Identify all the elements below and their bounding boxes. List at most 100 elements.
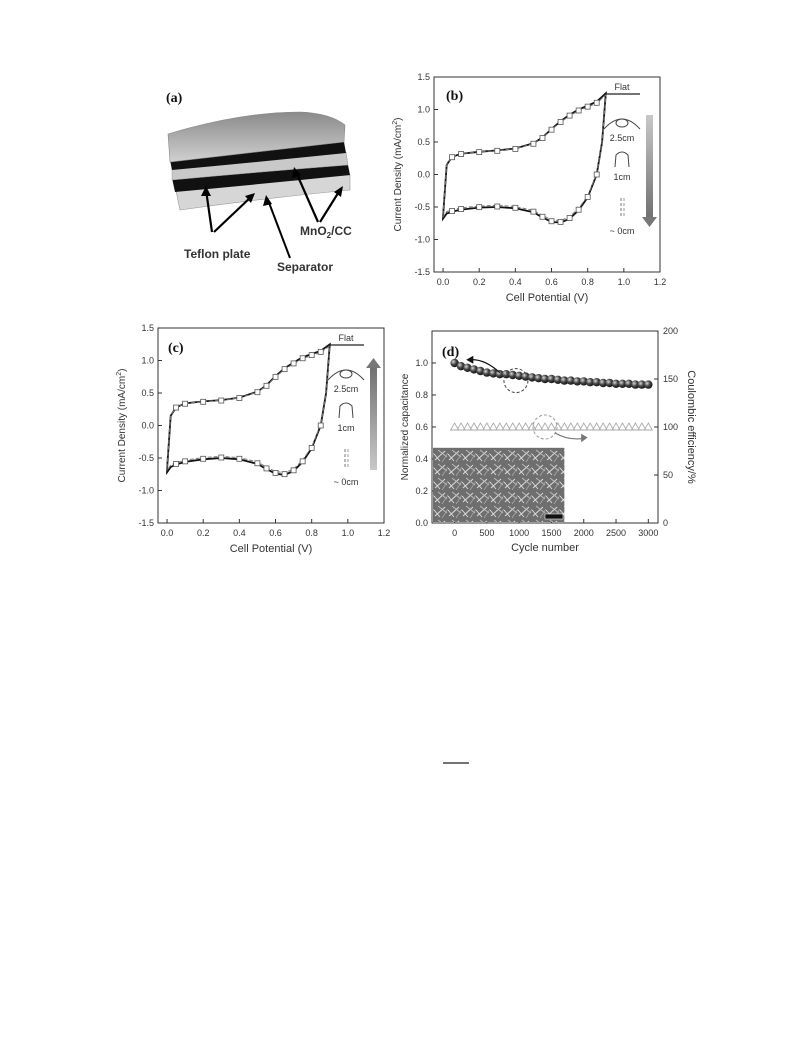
cv-marker [593, 99, 600, 106]
cv-curve-bent [442, 93, 607, 222]
legend-bend-1-shape [338, 402, 354, 419]
label-separator: Separator [277, 260, 333, 274]
coulombic-point [462, 422, 473, 431]
y-axis-label: Current Density (mA/cm2) [116, 369, 128, 483]
y2-tick-label: 150 [663, 374, 678, 384]
cv-marker [290, 467, 297, 474]
cv-marker [557, 218, 564, 225]
coulombic-point [475, 422, 486, 431]
coulombic-point [527, 422, 537, 431]
capacitance-point [450, 358, 459, 368]
cv-marker [593, 171, 600, 178]
legend-bend-1: 1cm [613, 172, 630, 182]
cv-marker [539, 135, 546, 141]
x-tick-label: 3000 [638, 528, 658, 538]
cv-marker [530, 208, 537, 215]
highlight-circle-coulombic [532, 414, 558, 440]
cv-marker [218, 454, 225, 461]
capacitance-point [553, 375, 563, 384]
coulombic-point [630, 422, 641, 431]
cv-marker [308, 352, 315, 358]
x-axis-label: Cycle number [511, 542, 579, 554]
capacitance-point [560, 376, 569, 385]
label-mno2-cc: MnO2/CC [300, 224, 352, 240]
x-tick-label: 0.0 [161, 528, 174, 538]
y-tick-label: 1.5 [417, 72, 430, 82]
capacitance-point [598, 378, 608, 388]
chart-d: (d)0 500 1000 1500 2000 2500 30000.00.20.40.60… [400, 326, 697, 554]
chart-c: (c) 0.0 0.2 0.4 0.6 0.8 1.0 1.2 -1.5 -1.0 -0.5 0.0 0… [116, 323, 390, 555]
coulombic-point [488, 422, 499, 431]
y-tick-label: -0.5 [138, 453, 154, 463]
capacitance-point [624, 379, 634, 388]
coulombic-point [637, 422, 647, 431]
capacitance-point [637, 380, 647, 389]
coulombic-point [449, 422, 460, 431]
capacitance-point [540, 374, 550, 384]
capacitance-point [463, 363, 472, 372]
coulombic-point [624, 422, 634, 431]
x-tick-label: 1000 [509, 528, 529, 538]
cv-marker [566, 215, 573, 221]
panel-label: (b) [446, 89, 463, 104]
gradient-arrow-shaft [646, 115, 653, 219]
cv-marker [182, 458, 189, 465]
x-tick-label: 0.4 [509, 277, 522, 287]
legend-bend-1-shape [614, 151, 630, 168]
cv-marker [584, 194, 591, 200]
y-tick-label: 1.0 [415, 358, 428, 368]
coulombic-point [611, 422, 621, 431]
capacitance-point [586, 378, 595, 387]
y2-tick-label: 100 [663, 422, 678, 432]
cv-marker [218, 397, 225, 404]
x-tick-label: 2000 [574, 528, 594, 538]
capacitance-point [566, 376, 576, 385]
cv-marker [299, 458, 306, 465]
coulombic-point [604, 422, 615, 431]
cv-curve-bent [166, 344, 331, 474]
cv-marker [566, 112, 573, 119]
x-tick-label: 2500 [606, 528, 626, 538]
cv-marker [476, 204, 483, 211]
cv-marker [476, 149, 483, 155]
x-tick-label: 0.2 [197, 528, 210, 538]
x-tick-label: 1500 [541, 528, 561, 538]
legend-flat: Flat [614, 82, 630, 92]
panel-label: (c) [168, 341, 184, 356]
panel-a: (a) Teflon plate Separator MnO2 [166, 91, 352, 274]
cv-marker [548, 218, 555, 225]
y-tick-label: -1.0 [138, 486, 154, 496]
y2-tick-label: 200 [663, 326, 678, 336]
capacitance-point [469, 365, 479, 374]
y-tick-label: 0.2 [415, 486, 428, 496]
cv-marker [290, 360, 297, 367]
cv-marker [254, 389, 261, 396]
coulombic-point [546, 422, 557, 431]
cv-marker [575, 206, 582, 213]
x-tick-label: 0.2 [473, 277, 486, 287]
capacitance-point [476, 366, 485, 376]
capacitance-point [592, 378, 601, 387]
coulombic-point [520, 422, 531, 431]
cv-marker [557, 119, 564, 125]
cv-marker [512, 145, 519, 152]
capacitance-point [579, 377, 588, 386]
x-tick-label: 1.2 [654, 277, 667, 287]
y-tick-label: -1.5 [414, 267, 430, 277]
x-tick-label: 0.4 [233, 528, 246, 538]
x-tick-label: 0.8 [305, 528, 318, 538]
capacitance-point [547, 374, 556, 384]
coulombic-point [495, 422, 505, 431]
capacitance-point [495, 370, 504, 379]
coulombic-point [553, 422, 563, 431]
y-tick-label: 0.8 [415, 390, 428, 400]
capacitance-point [527, 373, 537, 382]
arrow-head-right [581, 433, 588, 443]
legend-bend-25: 2.5cm [334, 384, 359, 394]
cv-marker [281, 471, 288, 478]
y2-tick-label: 50 [663, 470, 673, 480]
coulombic-point [598, 422, 608, 431]
y-tick-label: 0.4 [415, 454, 428, 464]
legend-bend-25-circle [339, 369, 353, 379]
coulombic-point [591, 422, 602, 431]
